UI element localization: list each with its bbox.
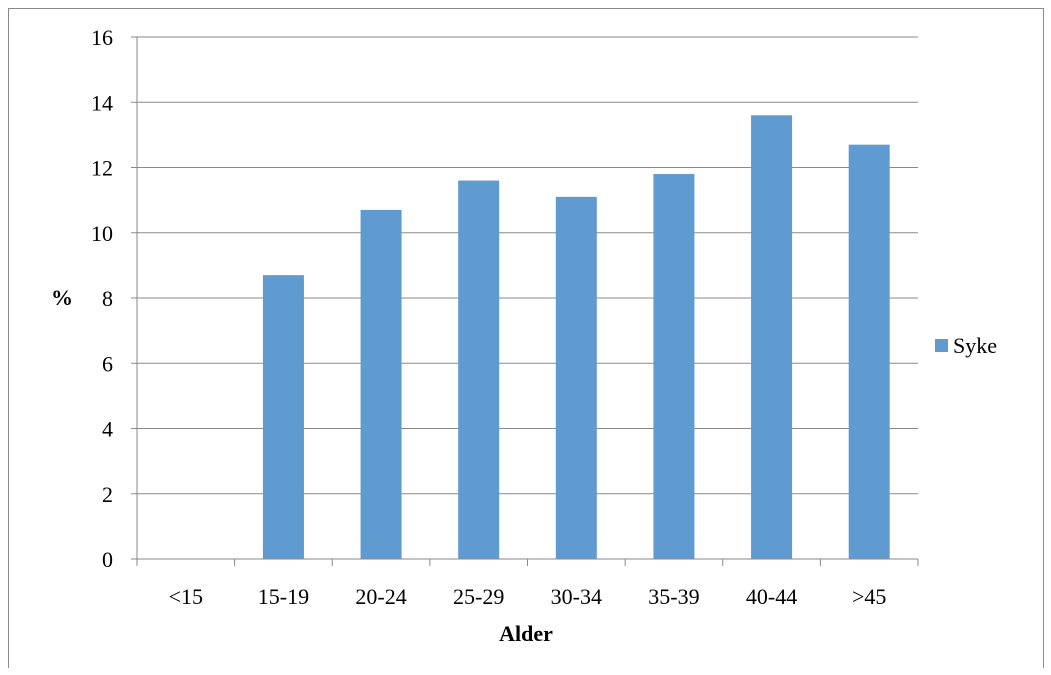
bar-35-39 (653, 174, 695, 559)
bar-15-19 (262, 275, 304, 559)
y-tick-label-10: 10 (91, 221, 113, 246)
x-tick-label-<15: <15 (169, 584, 203, 609)
axes (136, 37, 919, 566)
y-tick-label-14: 14 (91, 90, 113, 115)
y-tick-labels: 0 2 4 6 8 10 12 14 16 (91, 25, 113, 572)
chart-frame (8, 8, 1044, 668)
x-tick-label->45: >45 (852, 584, 886, 609)
bars (262, 115, 890, 560)
legend-swatch (935, 339, 948, 352)
x-tick-label-35-39: 35-39 (648, 584, 699, 609)
y-axis-title: % (51, 285, 73, 310)
x-axis-title: Alder (499, 621, 553, 646)
y-tick-label-6: 6 (102, 351, 113, 376)
x-tick-label-40-44: 40-44 (746, 584, 797, 609)
legend-label: Syke (953, 333, 997, 358)
y-tick-label-8: 8 (102, 286, 113, 311)
x-tick-label-30-34: 30-34 (551, 584, 602, 609)
y-tick-label-2: 2 (102, 482, 113, 507)
y-tick-label-0: 0 (102, 547, 113, 572)
gridlines (131, 36, 918, 560)
x-tick-labels: <15 15-19 20-24 25-29 30-34 35-39 40-44 >45 (169, 584, 887, 609)
bar-30-34 (555, 196, 597, 560)
x-tick-label-20-24: 20-24 (355, 584, 406, 609)
bar-40-44 (751, 115, 793, 560)
x-tick-label-15-19: 15-19 (258, 584, 309, 609)
legend: Syke (935, 333, 997, 358)
y-tick-label-12: 12 (91, 156, 113, 181)
y-tick-label-16: 16 (91, 25, 113, 50)
bar->45 (848, 144, 890, 559)
x-tick-label-25-29: 25-29 (453, 584, 504, 609)
bar-20-24 (360, 209, 402, 559)
y-tick-label-4: 4 (102, 417, 113, 442)
bar-25-29 (458, 180, 500, 560)
